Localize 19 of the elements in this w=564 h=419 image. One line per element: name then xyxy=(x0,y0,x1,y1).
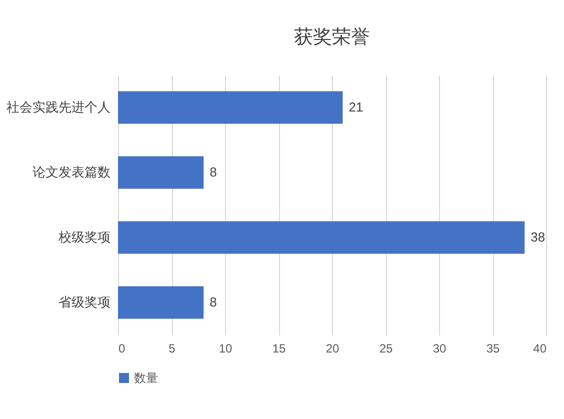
data-label: 38 xyxy=(530,230,546,244)
x-tick-label: 20 xyxy=(326,342,340,356)
x-tick-label: 35 xyxy=(486,342,500,356)
data-label: 8 xyxy=(210,294,217,310)
x-tick-label: 30 xyxy=(432,342,446,356)
x-tick-label: 10 xyxy=(218,342,232,356)
y-tick-label: 省级奖项 xyxy=(58,294,110,310)
y-tick-label: 社会实践先进个人 xyxy=(6,100,110,114)
x-tick-label: 40 xyxy=(533,342,547,356)
x-tick-label: 5 xyxy=(168,342,176,356)
x-tick-label: 15 xyxy=(272,342,286,356)
chart-title: 获奖荣誉 xyxy=(294,27,370,48)
data-label: 21 xyxy=(348,100,364,114)
y-tick-label: 校级奖项 xyxy=(58,230,110,244)
x-tick-label: 25 xyxy=(379,342,393,356)
data-label: 8 xyxy=(210,164,217,180)
x-tick-label: 0 xyxy=(118,342,126,356)
y-tick-label: 论文发表篇数 xyxy=(32,164,110,180)
legend-label: 数量 xyxy=(134,371,158,385)
